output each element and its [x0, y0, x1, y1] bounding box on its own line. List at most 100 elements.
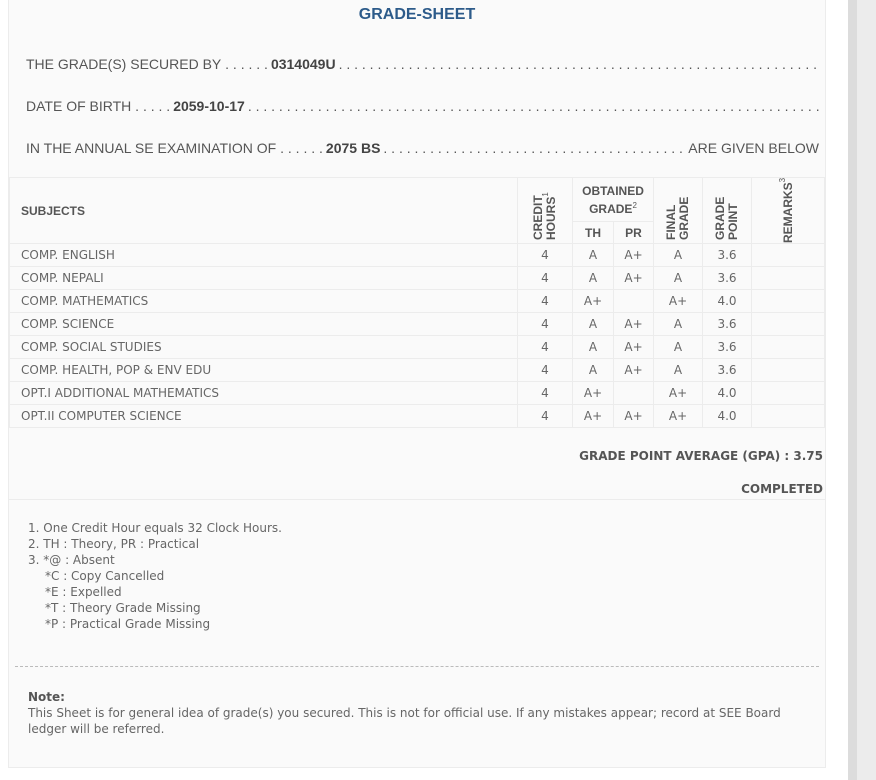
cell-subject: COMP. MATHEMATICS: [9, 289, 518, 313]
symbol-number: 0314049U: [270, 56, 336, 72]
cell-gp: 3.6: [702, 312, 752, 336]
cell-credit: 4: [517, 312, 573, 336]
cell-credit: 4: [517, 335, 573, 359]
table-row: COMP. ENGLISH 4 A A+ A 3.6: [9, 243, 825, 267]
cell-th: A: [572, 312, 614, 336]
cell-subject: COMP. SCIENCE: [9, 312, 518, 336]
header-obtained-grade: OBTAINED GRADE2: [572, 177, 654, 222]
disclaimer-note: Note: This Sheet is for general idea of …: [28, 689, 808, 737]
footnote-code: *P : Practical Grade Missing: [45, 617, 211, 631]
dob-label: DATE OF BIRTH: [26, 98, 132, 114]
gpa: GRADE POINT AVERAGE (GPA) : 3.75: [579, 449, 823, 463]
table-row: COMP. MATHEMATICS 4 A+ A+ 4.0: [9, 289, 825, 313]
cell-credit: 4: [517, 289, 573, 313]
cell-credit: 4: [517, 358, 573, 382]
cell-final: A: [653, 335, 703, 359]
cell-th: A+: [572, 404, 614, 428]
cell-th: A+: [572, 381, 614, 405]
cell-final: A: [653, 312, 703, 336]
exam-line: IN THE ANNUAL SE EXAMINATION OF . . . . …: [26, 139, 819, 181]
cell-remarks: [751, 289, 825, 313]
cell-pr: A+: [613, 335, 654, 359]
header-final-grade: FINAL GRADE: [653, 177, 703, 244]
footnote: 2. TH : Theory, PR : Practical: [28, 537, 200, 551]
cell-pr: A+: [613, 243, 654, 267]
header-subjects: SUBJECTS: [9, 177, 518, 244]
cell-gp: 4.0: [702, 381, 752, 405]
cell-th: A+: [572, 289, 614, 313]
cell-final: A: [653, 358, 703, 382]
leader-dots: [339, 55, 819, 97]
leader-dots: . . . . . .: [221, 56, 268, 72]
table-row: COMP. SOCIAL STUDIES 4 A A+ A 3.6: [9, 335, 825, 359]
result-status: COMPLETED: [741, 482, 823, 496]
dashed-divider: [15, 666, 819, 667]
header-obtained-text: OBTAINED GRADE: [582, 183, 644, 216]
table-row: COMP. HEALTH, POP & ENV EDU 4 A A+ A 3.6: [9, 358, 825, 382]
header-remarks-text: REMARKS: [780, 181, 795, 243]
cell-credit: 4: [517, 404, 573, 428]
cell-th: A: [572, 266, 614, 290]
cell-subject: OPT.II COMPUTER SCIENCE: [9, 404, 518, 428]
exam-label: IN THE ANNUAL SE EXAMINATION OF: [26, 140, 277, 156]
header-credit-hours: CREDIT HOURS1: [517, 177, 573, 244]
exam-suffix: ARE GIVEN BELOW: [688, 140, 819, 156]
scrollbar-gutter: [857, 0, 876, 780]
divider: [9, 499, 825, 500]
cell-pr: [613, 381, 654, 405]
cell-subject: COMP. SOCIAL STUDIES: [9, 335, 518, 359]
cell-pr: A+: [613, 404, 654, 428]
grade-sheet-panel: GRADE-SHEET THE GRADE(S) SECURED BY . . …: [8, 0, 826, 768]
header-credit-text: CREDIT HOURS: [531, 194, 558, 240]
cell-final: A+: [653, 381, 703, 405]
cell-remarks: [751, 266, 825, 290]
exam-year: 2075 BS: [325, 140, 381, 156]
header-remarks-sup: 3: [777, 177, 787, 182]
scrollbar-track[interactable]: [848, 0, 857, 780]
cell-th: A: [572, 243, 614, 267]
footnote-code: *T : Theory Grade Missing: [45, 601, 201, 615]
cell-final: A: [653, 266, 703, 290]
header-obtained-sup: 2: [632, 200, 637, 210]
cell-pr: [613, 289, 654, 313]
header-remarks: REMARKS3: [751, 177, 825, 244]
header-grade-point: GRADE POINT: [702, 177, 752, 244]
footnote: 1. One Credit Hour equals 32 Clock Hours…: [28, 521, 282, 535]
cell-th: A: [572, 358, 614, 382]
table-row: OPT.I ADDITIONAL MATHEMATICS 4 A+ A+ 4.0: [9, 381, 825, 405]
footnotes: 1. One Credit Hour equals 32 Clock Hours…: [28, 520, 825, 632]
leader-dots: [248, 97, 819, 139]
cell-gp: 4.0: [702, 404, 752, 428]
cell-final: A+: [653, 404, 703, 428]
dob-value: 2059-10-17: [173, 98, 245, 114]
secured-by-label: THE GRADE(S) SECURED BY: [26, 56, 222, 72]
cell-subject: COMP. HEALTH, POP & ENV EDU: [9, 358, 518, 382]
cell-subject: COMP. ENGLISH: [9, 243, 518, 267]
table-row: COMP. NEPALI 4 A A+ A 3.6: [9, 266, 825, 290]
table-row: OPT.II COMPUTER SCIENCE 4 A+ A+ A+ 4.0: [9, 404, 825, 428]
cell-credit: 4: [517, 243, 573, 267]
cell-remarks: [751, 358, 825, 382]
header-pr: PR: [613, 221, 654, 244]
cell-gp: 3.6: [702, 243, 752, 267]
footnote-code: *E : Expelled: [45, 585, 122, 599]
secured-by-line: THE GRADE(S) SECURED BY . . . . . . 0314…: [26, 55, 819, 97]
cell-gp: 3.6: [702, 358, 752, 382]
cell-remarks: [751, 381, 825, 405]
leader-dots: . . . . . .: [276, 140, 323, 156]
leader-dots: . . . . .: [131, 98, 171, 114]
cell-remarks: [751, 243, 825, 267]
cell-remarks: [751, 404, 825, 428]
dob-line: DATE OF BIRTH . . . . . 2059-10-17: [26, 97, 819, 139]
cell-remarks: [751, 335, 825, 359]
cell-remarks: [751, 312, 825, 336]
cell-pr: A+: [613, 312, 654, 336]
leader-dots: [383, 139, 688, 181]
footnote: 3. *@ : Absent: [28, 553, 115, 567]
page-title: GRADE-SHEET: [358, 6, 476, 23]
cell-credit: 4: [517, 266, 573, 290]
header-credit-sup: 1: [541, 191, 550, 197]
cell-gp: 4.0: [702, 289, 752, 313]
table-row: COMP. SCIENCE 4 A A+ A 3.6: [9, 312, 825, 336]
cell-credit: 4: [517, 381, 573, 405]
